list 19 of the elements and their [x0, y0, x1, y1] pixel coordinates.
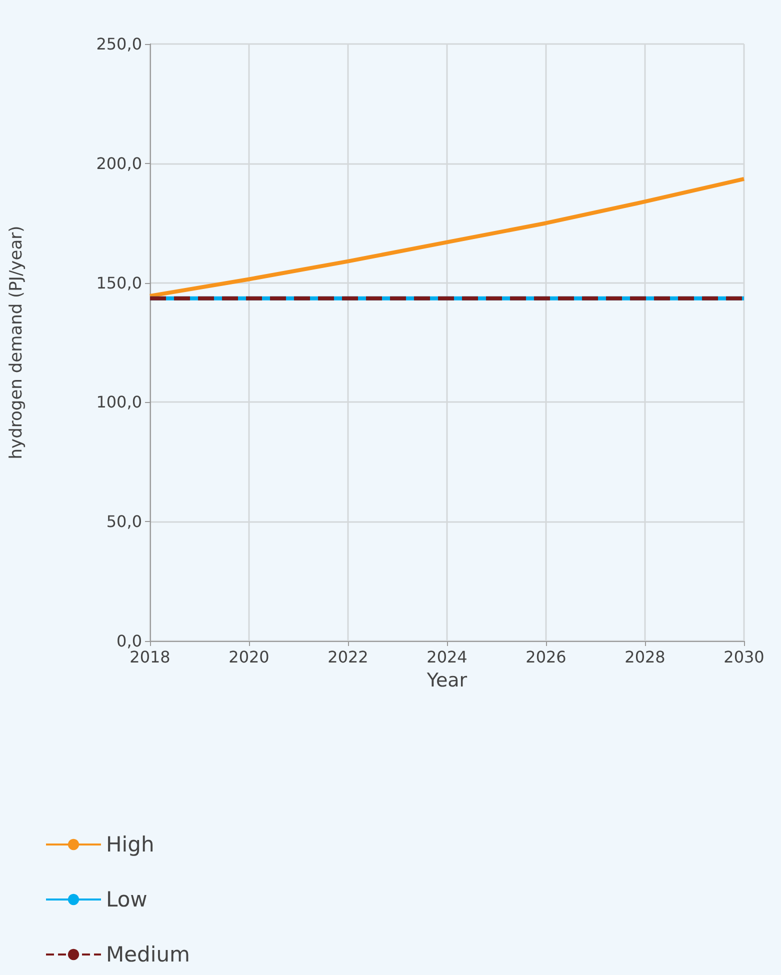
x-tick-label: 2030: [724, 648, 764, 666]
y-axis-title: hydrogen demand (PJ/year): [6, 226, 26, 460]
x-tick-label: 2024: [426, 648, 468, 666]
y-tick-label: 100,0: [96, 392, 142, 412]
x-tick-label: 2020: [228, 648, 270, 666]
y-tick-label: 200,0: [96, 154, 142, 173]
x-tick-label: 2028: [624, 648, 666, 666]
x-tick-label: 2026: [526, 648, 566, 666]
x-axis-title: Year: [426, 670, 468, 692]
y-tick-label: 50,0: [106, 512, 142, 532]
x-tick-label: 2022: [328, 648, 368, 666]
x-tick-label: 2018: [130, 648, 170, 666]
line-series: [148, 176, 746, 298]
y-tick-label: 150,0: [96, 273, 142, 292]
legend-label: High: [106, 832, 154, 856]
y-tick-label: 250,0: [96, 34, 142, 54]
y-tick-label: 0,0: [116, 632, 142, 650]
legend-label: Medium: [106, 942, 190, 966]
legend-label: Low: [106, 888, 148, 912]
